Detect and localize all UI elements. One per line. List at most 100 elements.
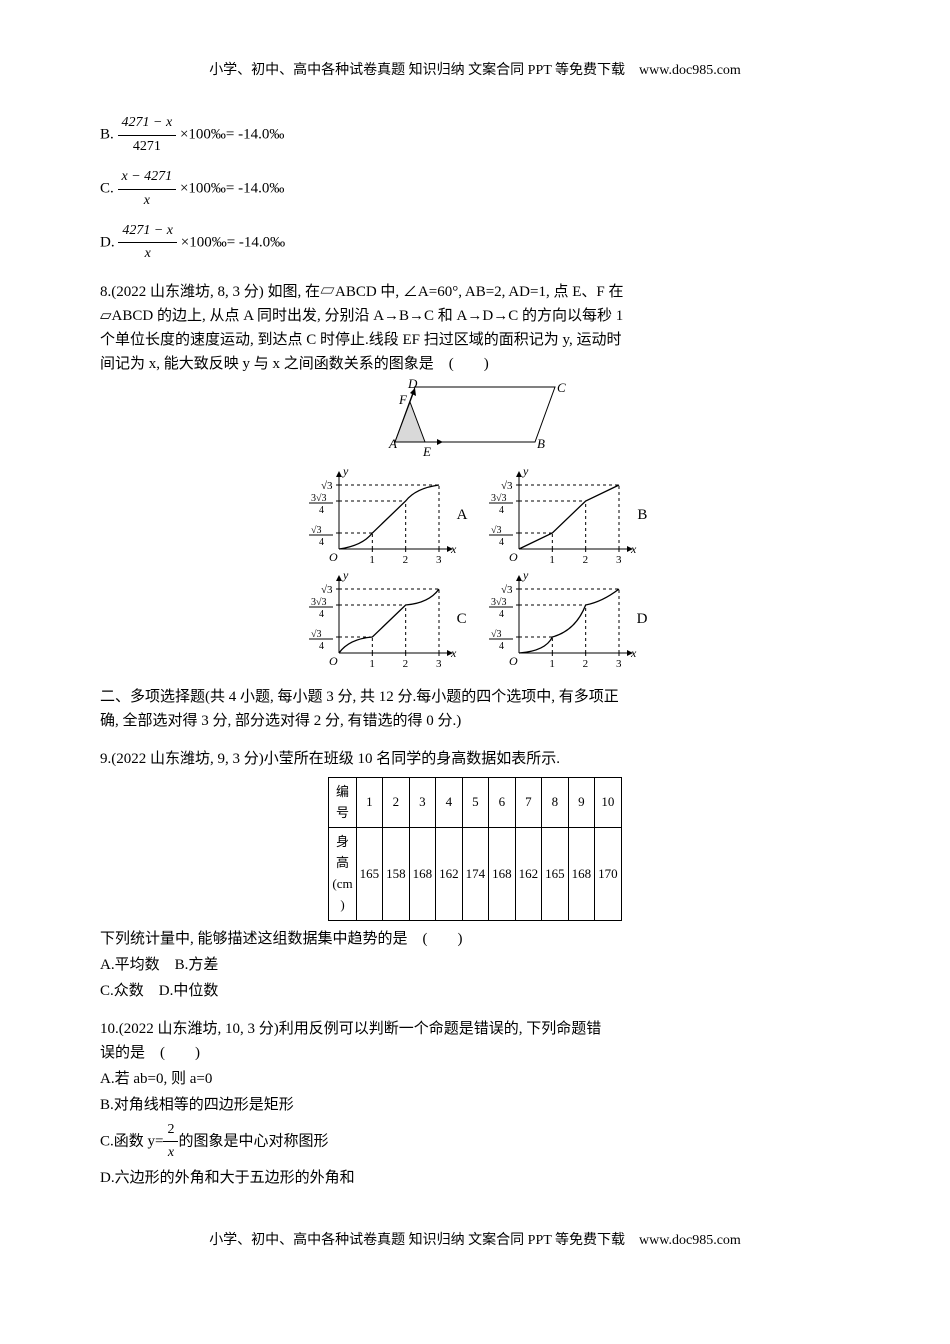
chart-label: C (457, 607, 467, 631)
frac-num: 2 (163, 1119, 178, 1142)
chart-choice-a: Oxy123√343√34√3A (303, 465, 468, 565)
svg-text:3: 3 (616, 554, 622, 566)
table-header-cell: 5 (462, 777, 489, 828)
option-c-prefix: C. (100, 181, 114, 197)
svg-text:4: 4 (499, 537, 504, 548)
table-header-cell: 6 (489, 777, 516, 828)
option-d: D. 4271 − x x ×100‰= -14.0‰ (100, 220, 850, 266)
q10-line2: 误的是 ( ) (100, 1041, 850, 1065)
table-header-cell: 编号 (329, 777, 356, 828)
table-header-cell: 8 (542, 777, 569, 828)
svg-text:A: A (388, 436, 397, 451)
svg-text:O: O (329, 654, 338, 668)
q9-options-ab: A.平均数 B.方差 (100, 953, 850, 977)
svg-text:3√3: 3√3 (311, 597, 327, 608)
svg-text:O: O (329, 550, 338, 564)
table-header-cell: 7 (515, 777, 542, 828)
svg-text:x: x (450, 646, 457, 660)
svg-text:O: O (509, 654, 518, 668)
table-data-cell: 162 (515, 828, 542, 920)
svg-text:x: x (630, 542, 637, 556)
chart-label: D (637, 607, 648, 631)
svg-text:F: F (398, 392, 408, 407)
svg-text:√3: √3 (311, 629, 322, 640)
svg-text:√3: √3 (501, 480, 513, 492)
question-8: 8.(2022 山东潍坊, 8, 3 分) 如图, 在▱ABCD 中, ∠A=6… (100, 280, 850, 671)
table-data-cell: 162 (436, 828, 463, 920)
question-10: 10.(2022 山东潍坊, 10, 3 分)利用反例可以判断一个命题是错误的,… (100, 1017, 850, 1191)
svg-text:3: 3 (436, 554, 442, 566)
option-b-suffix: ×100‰= -14.0‰ (180, 127, 284, 143)
frac-den: 4271 (118, 136, 177, 158)
q10-stem2-text: 误的是 ( ) (100, 1045, 200, 1061)
section2-line2: 确, 全部选对得 3 分, 部分选对得 2 分, 有错选的得 0 分.) (100, 713, 461, 729)
table-header-cell: 1 (356, 777, 383, 828)
q8-parallelogram-figure: A B C D E F (100, 382, 850, 457)
chart-label: A (457, 503, 468, 527)
table-data-cell: 168 (409, 828, 436, 920)
table-header-cell: 9 (568, 777, 595, 828)
question-9: 9.(2022 山东潍坊, 9, 3 分)小莹所在班级 10 名同学的身高数据如… (100, 747, 850, 1003)
table-header-cell: 4 (436, 777, 463, 828)
svg-text:2: 2 (583, 554, 589, 566)
svg-text:√3: √3 (311, 525, 322, 536)
svg-text:y: y (522, 568, 529, 582)
page-header: 小学、初中、高中各种试卷真题 知识归纳 文案合同 PPT 等免费下载 www.d… (100, 60, 850, 82)
q10-line1: 10.(2022 山东潍坊, 10, 3 分)利用反例可以判断一个命题是错误的,… (100, 1017, 850, 1041)
svg-text:√3: √3 (491, 629, 502, 640)
svg-text:y: y (522, 464, 529, 478)
svg-text:√3: √3 (491, 525, 502, 536)
svg-text:x: x (630, 646, 637, 660)
q10-c-pre: C.函数 y= (100, 1133, 163, 1149)
parallelogram-svg: A B C D E F (375, 382, 575, 457)
svg-text:O: O (509, 550, 518, 564)
q9-stem: 9.(2022 山东潍坊, 9, 3 分)小莹所在班级 10 名同学的身高数据如… (100, 747, 850, 771)
svg-text:E: E (422, 444, 431, 459)
option-d-suffix: ×100‰= -14.0‰ (181, 234, 285, 250)
option-b-prefix: B. (100, 127, 114, 143)
q8-line1: 8.(2022 山东潍坊, 8, 3 分) 如图, 在▱ABCD 中, ∠A=6… (100, 280, 850, 304)
q10-stem1-text: 10.(2022 山东潍坊, 10, 3 分)利用反例可以判断一个命题是错误的,… (100, 1021, 601, 1037)
q10-option-a: A.若 ab=0, 则 a=0 (100, 1067, 850, 1091)
svg-text:1: 1 (549, 658, 555, 670)
option-b: B. 4271 − x 4271 ×100‰= -14.0‰ (100, 112, 850, 158)
chart-choice-c: Oxy123√343√34√3C (303, 569, 467, 669)
table-header-cell: 10 (595, 777, 622, 828)
q10-c-frac: 2x (163, 1119, 178, 1165)
chart-choice-d: Oxy123√343√34√3D (483, 569, 648, 669)
option-d-fraction: 4271 − x x (118, 220, 177, 266)
svg-text:2: 2 (402, 658, 408, 670)
svg-text:2: 2 (402, 554, 408, 566)
svg-text:4: 4 (319, 641, 324, 652)
option-b-fraction: 4271 − x 4271 (118, 112, 177, 158)
q10-option-d: D.六边形的外角和大于五边形的外角和 (100, 1166, 850, 1190)
q10-a-text: A.若 ab=0, 则 a=0 (100, 1071, 212, 1087)
svg-text:√3: √3 (321, 480, 333, 492)
svg-text:2: 2 (582, 658, 588, 670)
svg-text:4: 4 (319, 505, 324, 516)
frac-den: x (163, 1142, 178, 1164)
svg-text:√3: √3 (321, 584, 333, 596)
svg-text:1: 1 (550, 554, 556, 566)
frac-num: x − 4271 (118, 166, 177, 189)
svg-text:3√3: 3√3 (491, 597, 507, 608)
frac-num: 4271 − x (118, 220, 177, 243)
table-data-cell: 170 (595, 828, 622, 920)
svg-text:x: x (450, 542, 457, 556)
svg-text:3: 3 (616, 658, 622, 670)
table-row-label: 身高(cm) (329, 828, 356, 920)
table-data-cell: 165 (542, 828, 569, 920)
q10-option-b: B.对角线相等的四边形是矩形 (100, 1093, 850, 1117)
svg-text:B: B (537, 436, 545, 451)
table-data-cell: 158 (383, 828, 410, 920)
svg-text:y: y (342, 568, 349, 582)
q8-choice-graphs: Oxy123√343√34√3AOxy123√343√34√3BOxy123√3… (100, 463, 850, 671)
q9-table: 编号12345678910 身高(cm)16515816816217416816… (328, 777, 621, 921)
table-data-cell: 168 (489, 828, 516, 920)
q8-line3: 个单位长度的速度运动, 到达点 C 时停止.线段 EF 扫过区域的面积记为 y,… (100, 328, 850, 352)
frac-den: x (118, 243, 177, 265)
svg-text:4: 4 (319, 537, 324, 548)
table-header-cell: 2 (383, 777, 410, 828)
svg-text:D: D (407, 376, 418, 391)
table-header-cell: 3 (409, 777, 436, 828)
